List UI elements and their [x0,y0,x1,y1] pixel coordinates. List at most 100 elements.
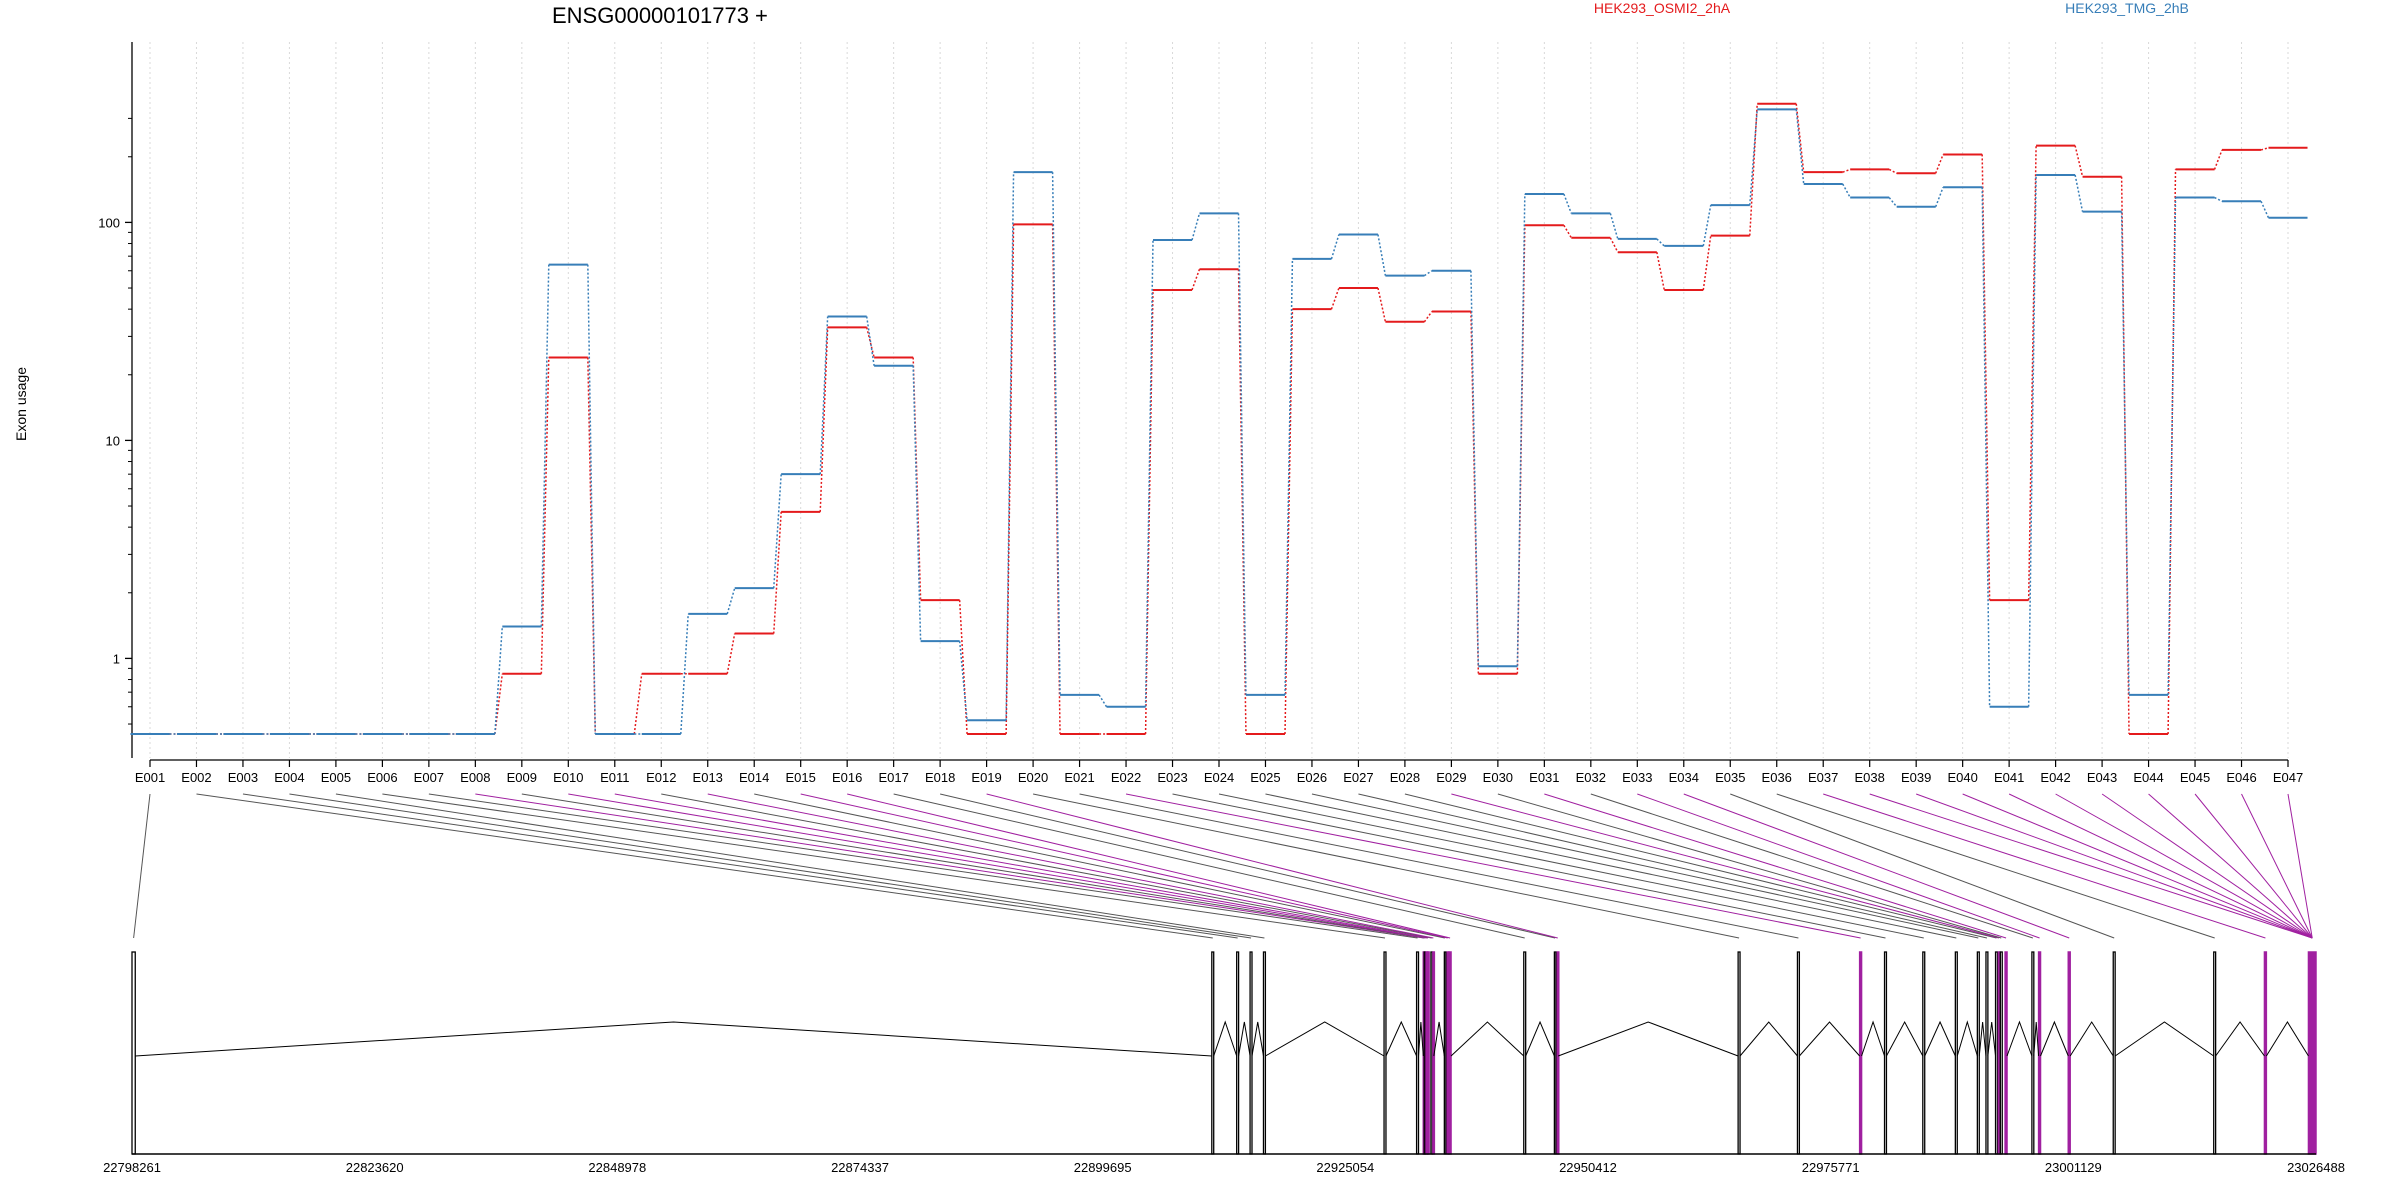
series-2-connector [1237,213,1247,695]
exon-box [1737,951,1741,1155]
series-1-connector [1191,268,1201,291]
exon-box [1985,951,1989,1155]
exon-label: E009 [507,770,537,785]
exon-label: E005 [321,770,351,785]
exon-box [1556,951,1560,1155]
exon-box [1443,951,1447,1155]
exon-connector [1544,793,2007,939]
series-2-connector [1934,186,1944,207]
exon-label: E043 [2087,770,2117,785]
exon-label: E020 [1018,770,1048,785]
exon-connector [1218,793,1924,939]
exon-label: E011 [600,770,629,785]
series-1-connector [2260,147,2269,151]
exon-box [1553,951,1557,1155]
exon-box [1383,951,1387,1155]
exon-label: E003 [228,770,258,785]
exon-connector [1265,793,1957,939]
series-2-connector [494,626,504,735]
series-2-connector [2074,174,2084,212]
series-2-connector [1284,258,1294,695]
exon-label: E038 [1855,770,1885,785]
series-2-connector [958,641,968,721]
exon-label: E017 [878,770,908,785]
intron-line [2215,1021,2265,1057]
intron-line [2033,1021,2040,1057]
exon-connector [940,793,1556,939]
intron-line [1385,1020,1418,1057]
exon-box [2263,951,2268,1155]
genomic-tick-label: 22975771 [1802,1160,1860,1175]
series-lines [130,102,2308,735]
intron-line [2265,1021,2309,1057]
genomic-tick-label: 22925054 [1316,1160,1374,1175]
series-2-connector [1656,238,1665,247]
intron-line [1433,1021,1445,1057]
exon-label: E030 [1483,770,1513,785]
exon-connector-lines [133,793,2313,939]
series-2-connector [1981,187,1991,707]
y-axis-label: Exon usage [13,367,29,441]
exon-connector [242,793,1238,939]
exon-label: E046 [2226,770,2256,785]
series-2-connector [772,474,782,589]
y-tick-label: 10 [106,433,120,448]
exon-connector [2241,793,2313,939]
exon-label: E018 [925,770,955,785]
exon-connector [521,793,1425,939]
series-1-connector [1656,252,1665,291]
exon-label: E044 [2133,770,2163,785]
exon-label: E039 [1901,770,1931,785]
exon-connector [2194,793,2313,939]
exon-labels: E001 E002 E003 E004 E005 E006 E007 E008 E009 E010… [135,770,2303,785]
series-1-connector [1423,311,1433,323]
exon-label: E022 [1111,770,1141,785]
series-2-connector [726,587,736,615]
exon-box [2307,951,2317,1155]
series-2-connector [2260,200,2270,219]
exon-connector [1125,793,1861,939]
exon-connector [428,793,1418,939]
genomic-tick-label: 23026488 [2287,1160,2345,1175]
exon-box [1858,951,1863,1155]
exon-label: E035 [1715,770,1745,785]
exon-box [1883,951,1888,1155]
intron-line [1450,1021,1525,1057]
intron-line [1978,1021,1987,1057]
intron-line [1558,1021,1739,1057]
intron-line [1739,1021,1798,1057]
exon-connector [2148,793,2313,939]
exon-connector [800,793,1448,939]
series-1-connector [2074,145,2084,177]
exon-label: E004 [274,770,304,785]
intron-line [1265,1021,1385,1057]
exon-label: E001 [135,770,165,785]
exon-label: E036 [1762,770,1792,785]
exon-label: E002 [181,770,211,785]
series-2-connector [1749,109,1758,206]
series-2-connector [1702,205,1712,247]
series-2-connector [819,316,829,475]
exon-connector [1497,793,2002,939]
exon-box [1994,951,1999,1155]
exon-label: E024 [1204,770,1234,785]
exon-label: E045 [2180,770,2210,785]
gene-model: 22798261 22823620 22848978 22874337 22899695… [103,951,2345,1175]
exon-connector [1776,793,2215,939]
chart-title: ENSG00000101773 + [552,3,768,28]
intron-line [1798,1021,1861,1057]
intron-line [1886,1020,1924,1057]
series-1-connector [1934,154,1944,174]
series-2-connector [1795,109,1805,185]
exon-label: E014 [739,770,769,785]
series-2-connector [1888,197,1898,208]
genomic-tick-label: 22950412 [1559,1160,1617,1175]
exon-connector [1358,793,1988,939]
exon-connector [893,793,1525,939]
exon-box [1922,951,1926,1155]
intron-line [1956,1020,1978,1057]
exon-connector [382,793,1386,939]
exon-box [131,951,136,1155]
exon-connector [1079,793,1799,939]
exon-label: E040 [1947,770,1977,785]
